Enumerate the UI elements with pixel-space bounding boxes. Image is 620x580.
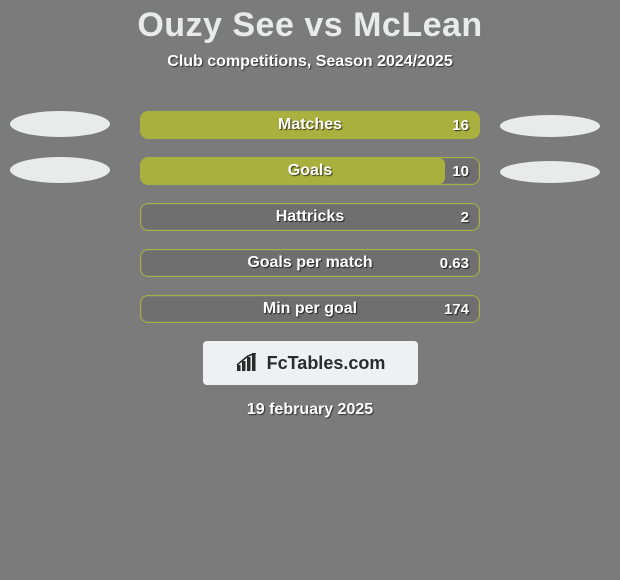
stat-row: Goals per match0.63 (0, 249, 620, 277)
stat-bar: Matches16 (140, 111, 480, 139)
stat-value: 2 (461, 204, 469, 230)
stat-label: Goals (141, 158, 479, 184)
stat-value: 174 (444, 296, 469, 322)
player-left-marker (10, 111, 110, 137)
stat-value: 10 (452, 158, 469, 184)
player-left-marker (10, 157, 110, 183)
stat-label: Matches (141, 112, 479, 138)
stat-row: Matches16 (0, 111, 620, 139)
stat-label: Min per goal (141, 296, 479, 322)
player-right-marker (500, 115, 600, 137)
player-right-marker (500, 161, 600, 183)
page-title: Ouzy See vs McLean (0, 0, 620, 45)
logo-box: FcTables.com (203, 341, 418, 385)
stat-value: 0.63 (440, 250, 469, 276)
stats-comparison-card: Ouzy See vs McLean Club competitions, Se… (0, 0, 620, 580)
stat-rows: Matches16 Goals10 Hattricks2 Goals per matc… (0, 111, 620, 323)
subtitle: Club competitions, Season 2024/2025 (0, 53, 620, 71)
stat-label: Hattricks (141, 204, 479, 230)
stat-bar: Min per goal174 (140, 295, 480, 323)
stat-bar: Goals per match0.63 (140, 249, 480, 277)
date-line: 19 february 2025 (0, 401, 620, 419)
stat-row: Min per goal174 (0, 295, 620, 323)
stat-bar: Goals10 (140, 157, 480, 185)
stat-value: 16 (452, 112, 469, 138)
stat-bar: Hattricks2 (140, 203, 480, 231)
stat-row: Hattricks2 (0, 203, 620, 231)
stat-row: Goals10 (0, 157, 620, 185)
bar-chart-icon (235, 353, 261, 373)
logo-text: FcTables.com (267, 353, 386, 374)
stat-label: Goals per match (141, 250, 479, 276)
